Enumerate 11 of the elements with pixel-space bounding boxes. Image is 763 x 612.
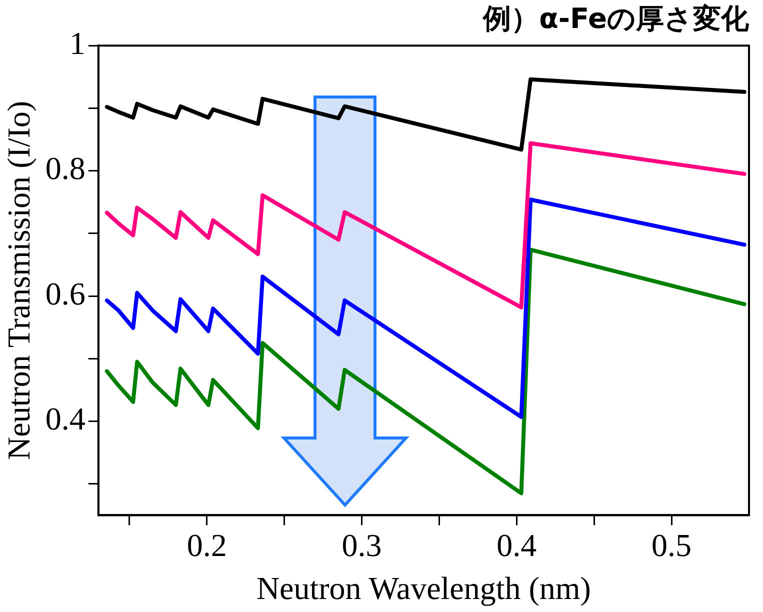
chart-title: 例）α-Feの厚さ変化 [482,2,750,36]
y-tick-label: 0.4 [45,400,86,437]
x-tick-label: 0.5 [652,526,692,563]
x-tick-label: 0.2 [186,526,227,563]
y-axis-title: Neutron Transmission (I/Io) [0,100,37,460]
y-tick-label: 0.6 [45,275,86,312]
y-tick-label: 1 [69,25,86,62]
y-tick-label: 0.8 [45,150,86,186]
x-axis-title: Neutron Wavelength (nm) [256,570,591,606]
x-tick-label: 0.3 [342,526,382,563]
x-tick-label: 0.4 [496,526,537,563]
